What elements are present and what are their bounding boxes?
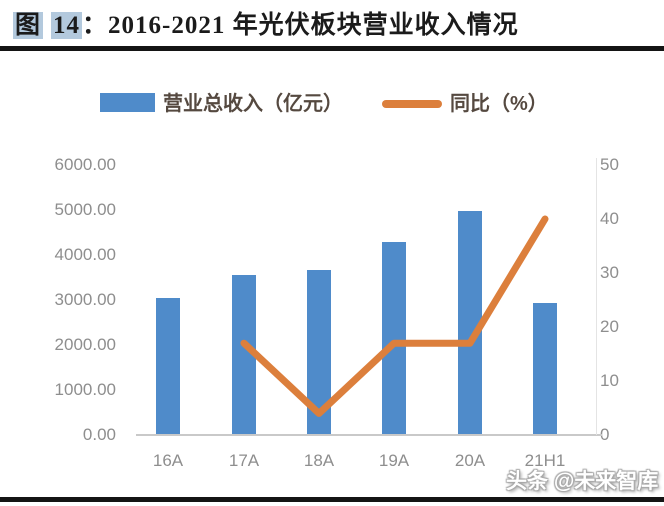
- left-axis-label: 6000.00: [54, 155, 116, 174]
- right-axis-label: 20: [600, 317, 619, 336]
- left-axis-label: 2000.00: [54, 335, 116, 354]
- legend-line-swatch: [382, 100, 442, 108]
- left-axis-label: 4000.00: [54, 245, 116, 264]
- figure-label: 图: [13, 12, 44, 39]
- x-label-21H1: 21H1: [524, 451, 566, 470]
- bottom-rule: [0, 497, 664, 502]
- x-label-16A: 16A: [152, 451, 184, 470]
- title-separator: ：: [82, 12, 109, 39]
- watermark: 头条 @未来智库: [506, 470, 659, 493]
- plot-right-border: [596, 158, 597, 435]
- bar-17A: [232, 275, 256, 435]
- x-label-19A: 19A: [378, 451, 410, 470]
- x-label-20A: 20A: [454, 451, 486, 470]
- legend-line-label: 同比（%）: [450, 93, 548, 115]
- x-axis-line: [136, 434, 602, 436]
- right-axis-label: 40: [600, 209, 619, 228]
- left-axis-label: 0.00: [82, 425, 116, 444]
- legend-bar-label: 营业总收入（亿元）: [163, 93, 343, 115]
- right-axis-label: 50: [600, 155, 619, 174]
- x-label-18A: 18A: [303, 451, 335, 470]
- left-axis-label: 3000.00: [54, 290, 116, 309]
- title-underline: [0, 46, 664, 51]
- bar-21H1: [533, 303, 557, 435]
- bar-16A: [156, 298, 180, 435]
- title-text: 2016-2021 年光伏板块营业收入情况: [108, 12, 519, 39]
- figure-title: 图 14：2016-2021 年光伏板块营业收入情况: [13, 5, 519, 41]
- right-axis-label: 0: [600, 425, 610, 444]
- left-axis-label: 5000.00: [54, 200, 116, 219]
- figure-number: 14: [51, 12, 83, 39]
- right-axis-label: 30: [600, 263, 619, 282]
- bar-18A: [307, 270, 331, 435]
- bar-20A: [458, 210, 482, 435]
- legend-bar-swatch: [100, 93, 155, 112]
- right-axis-label: 10: [600, 371, 619, 390]
- bar-19A: [382, 241, 406, 435]
- left-axis-label: 1000.00: [54, 380, 116, 399]
- x-label-17A: 17A: [228, 451, 260, 470]
